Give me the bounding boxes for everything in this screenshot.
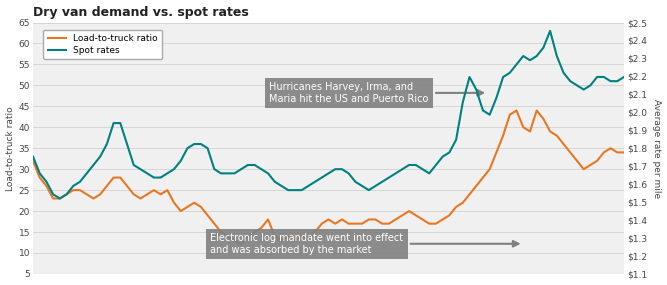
Text: Electronic log mandate went into effect
and was absorbed by the market: Electronic log mandate went into effect … <box>210 233 518 255</box>
Text: Dry van demand vs. spot rates: Dry van demand vs. spot rates <box>33 5 249 19</box>
Y-axis label: Average rate per mile: Average rate per mile <box>652 99 662 198</box>
Text: Hurricanes Harvey, Irma, and
Maria hit the US and Puerto Rico: Hurricanes Harvey, Irma, and Maria hit t… <box>269 82 483 104</box>
Legend: Load-to-truck ratio, Spot rates: Load-to-truck ratio, Spot rates <box>43 30 162 59</box>
Y-axis label: Load-to-truck ratio: Load-to-truck ratio <box>5 106 15 191</box>
